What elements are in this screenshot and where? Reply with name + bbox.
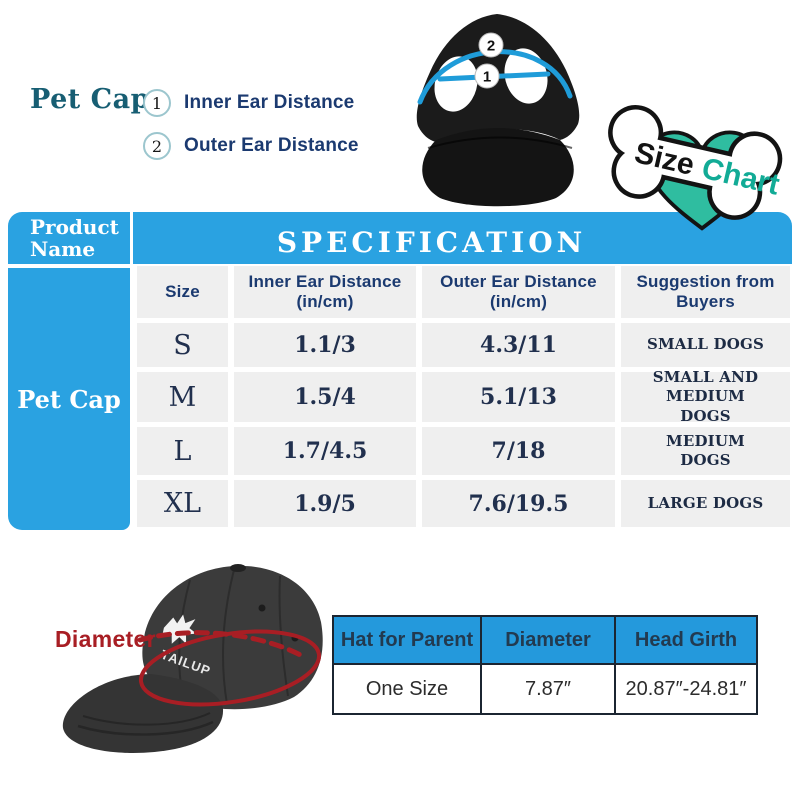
cell-suggestion-l: MEDIUM DOGS	[621, 427, 790, 475]
col-header-size: Size	[137, 266, 228, 318]
tailup-logo	[162, 614, 197, 644]
col-header-unit: (in/cm)	[296, 292, 354, 311]
col-header-text: Outer Ear Distance	[440, 271, 597, 291]
cell-outer-xl: 7.6/19.5	[422, 480, 615, 527]
specification-title: Specification	[276, 214, 587, 262]
diagram-marker-2-circle	[478, 32, 504, 58]
parent-cell-diameter-value: 7.87″	[482, 665, 616, 713]
cell-suggestion-xl: LARGE DOGS	[621, 480, 790, 527]
hat-button	[230, 564, 246, 572]
cap-brim-shape	[422, 128, 574, 207]
legend-label-inner: Inner Ear Distance	[184, 92, 355, 113]
spec-table-grid: Size Inner Ear Distance (in/cm) Outer Ea…	[137, 266, 790, 527]
col-header-text: Inner Ear Distance	[248, 271, 402, 291]
cell-outer-l: 7/18	[422, 427, 615, 475]
diagram-marker-2: 2	[487, 38, 495, 55]
badge-bone: SizeChart	[608, 105, 782, 220]
product-name-header: Product Name	[8, 212, 130, 264]
brim-seam	[77, 720, 214, 736]
size-chart-badge: SizeChart	[608, 105, 782, 231]
col-header-outer: Outer Ear Distance (in/cm)	[422, 266, 615, 318]
cell-size-l: L	[137, 427, 228, 475]
legend-marker-1: 1	[143, 89, 171, 117]
col-header-text: Size	[165, 281, 200, 301]
parent-cell-head-girth-value: 20.87″-24.81″	[625, 677, 747, 700]
cell-inner-s: 1.1/3	[234, 323, 416, 367]
brim-seam	[427, 136, 573, 149]
page-title: Pet Cap	[30, 84, 150, 115]
cell-outer-s: 4.3/11	[422, 323, 615, 367]
col-header-inner: Inner Ear Distance (in/cm)	[234, 266, 416, 318]
specification-title-bar: Specification	[133, 212, 792, 264]
parent-cell-one-size: One Size	[334, 665, 482, 713]
col-header-suggestion: Suggestion from Buyers	[621, 266, 790, 318]
diameter-label: Diameter	[55, 626, 156, 652]
legend-item-inner: 1 Inner Ear Distance	[143, 89, 354, 117]
col-header-text: Suggestion from	[636, 271, 775, 291]
legend-item-outer: 2 Outer Ear Distance	[143, 132, 359, 160]
diagram-marker-1-circle	[474, 63, 500, 89]
pet-cap-diagram: 2 1	[416, 14, 580, 207]
brim-seam	[82, 712, 211, 726]
cell-suggestion-m: SMALL AND MEDIUM DOGS	[621, 368, 790, 425]
hat-eyelet	[258, 604, 266, 612]
product-name-cell: Pet Cap	[8, 268, 130, 530]
parent-col-head-girth: Head Girth	[616, 617, 756, 665]
parent-table-data-row: One Size 7.87″ 20.87″-24.81″	[334, 665, 756, 713]
cell-inner-l: 1.7/4.5	[234, 427, 416, 475]
cell-size-s: S	[137, 323, 228, 367]
hat-crown	[142, 565, 323, 710]
hat-brim	[62, 674, 224, 753]
cell-inner-xl: 1.9/5	[234, 480, 416, 527]
parent-hat-photo: TAILUP	[62, 564, 323, 753]
cell-inner-m: 1.5/4	[234, 372, 416, 422]
parent-table-header-row: Hat for Parent Diameter Head Girth	[334, 617, 756, 665]
parent-hat-table: Hat for Parent Diameter Head Girth One S…	[332, 615, 758, 715]
cell-size-m: M	[137, 372, 228, 422]
cell-suggestion-s: SMALL DOGS	[621, 323, 790, 367]
cell-outer-m: 5.1/13	[422, 372, 615, 422]
diameter-dashed-line	[137, 630, 309, 661]
diagram-marker-1: 1	[483, 69, 491, 86]
parent-col-hat: Hat for Parent	[334, 617, 482, 665]
col-header-text: Buyers	[676, 292, 735, 311]
col-header-unit: (in/cm)	[489, 292, 548, 311]
legend-marker-2: 2	[143, 132, 171, 160]
cell-size-xl: XL	[137, 480, 228, 527]
parent-col-diameter: Diameter	[482, 617, 616, 665]
hat-seam	[278, 575, 289, 697]
legend-label-outer: Outer Ear Distance	[184, 135, 359, 156]
